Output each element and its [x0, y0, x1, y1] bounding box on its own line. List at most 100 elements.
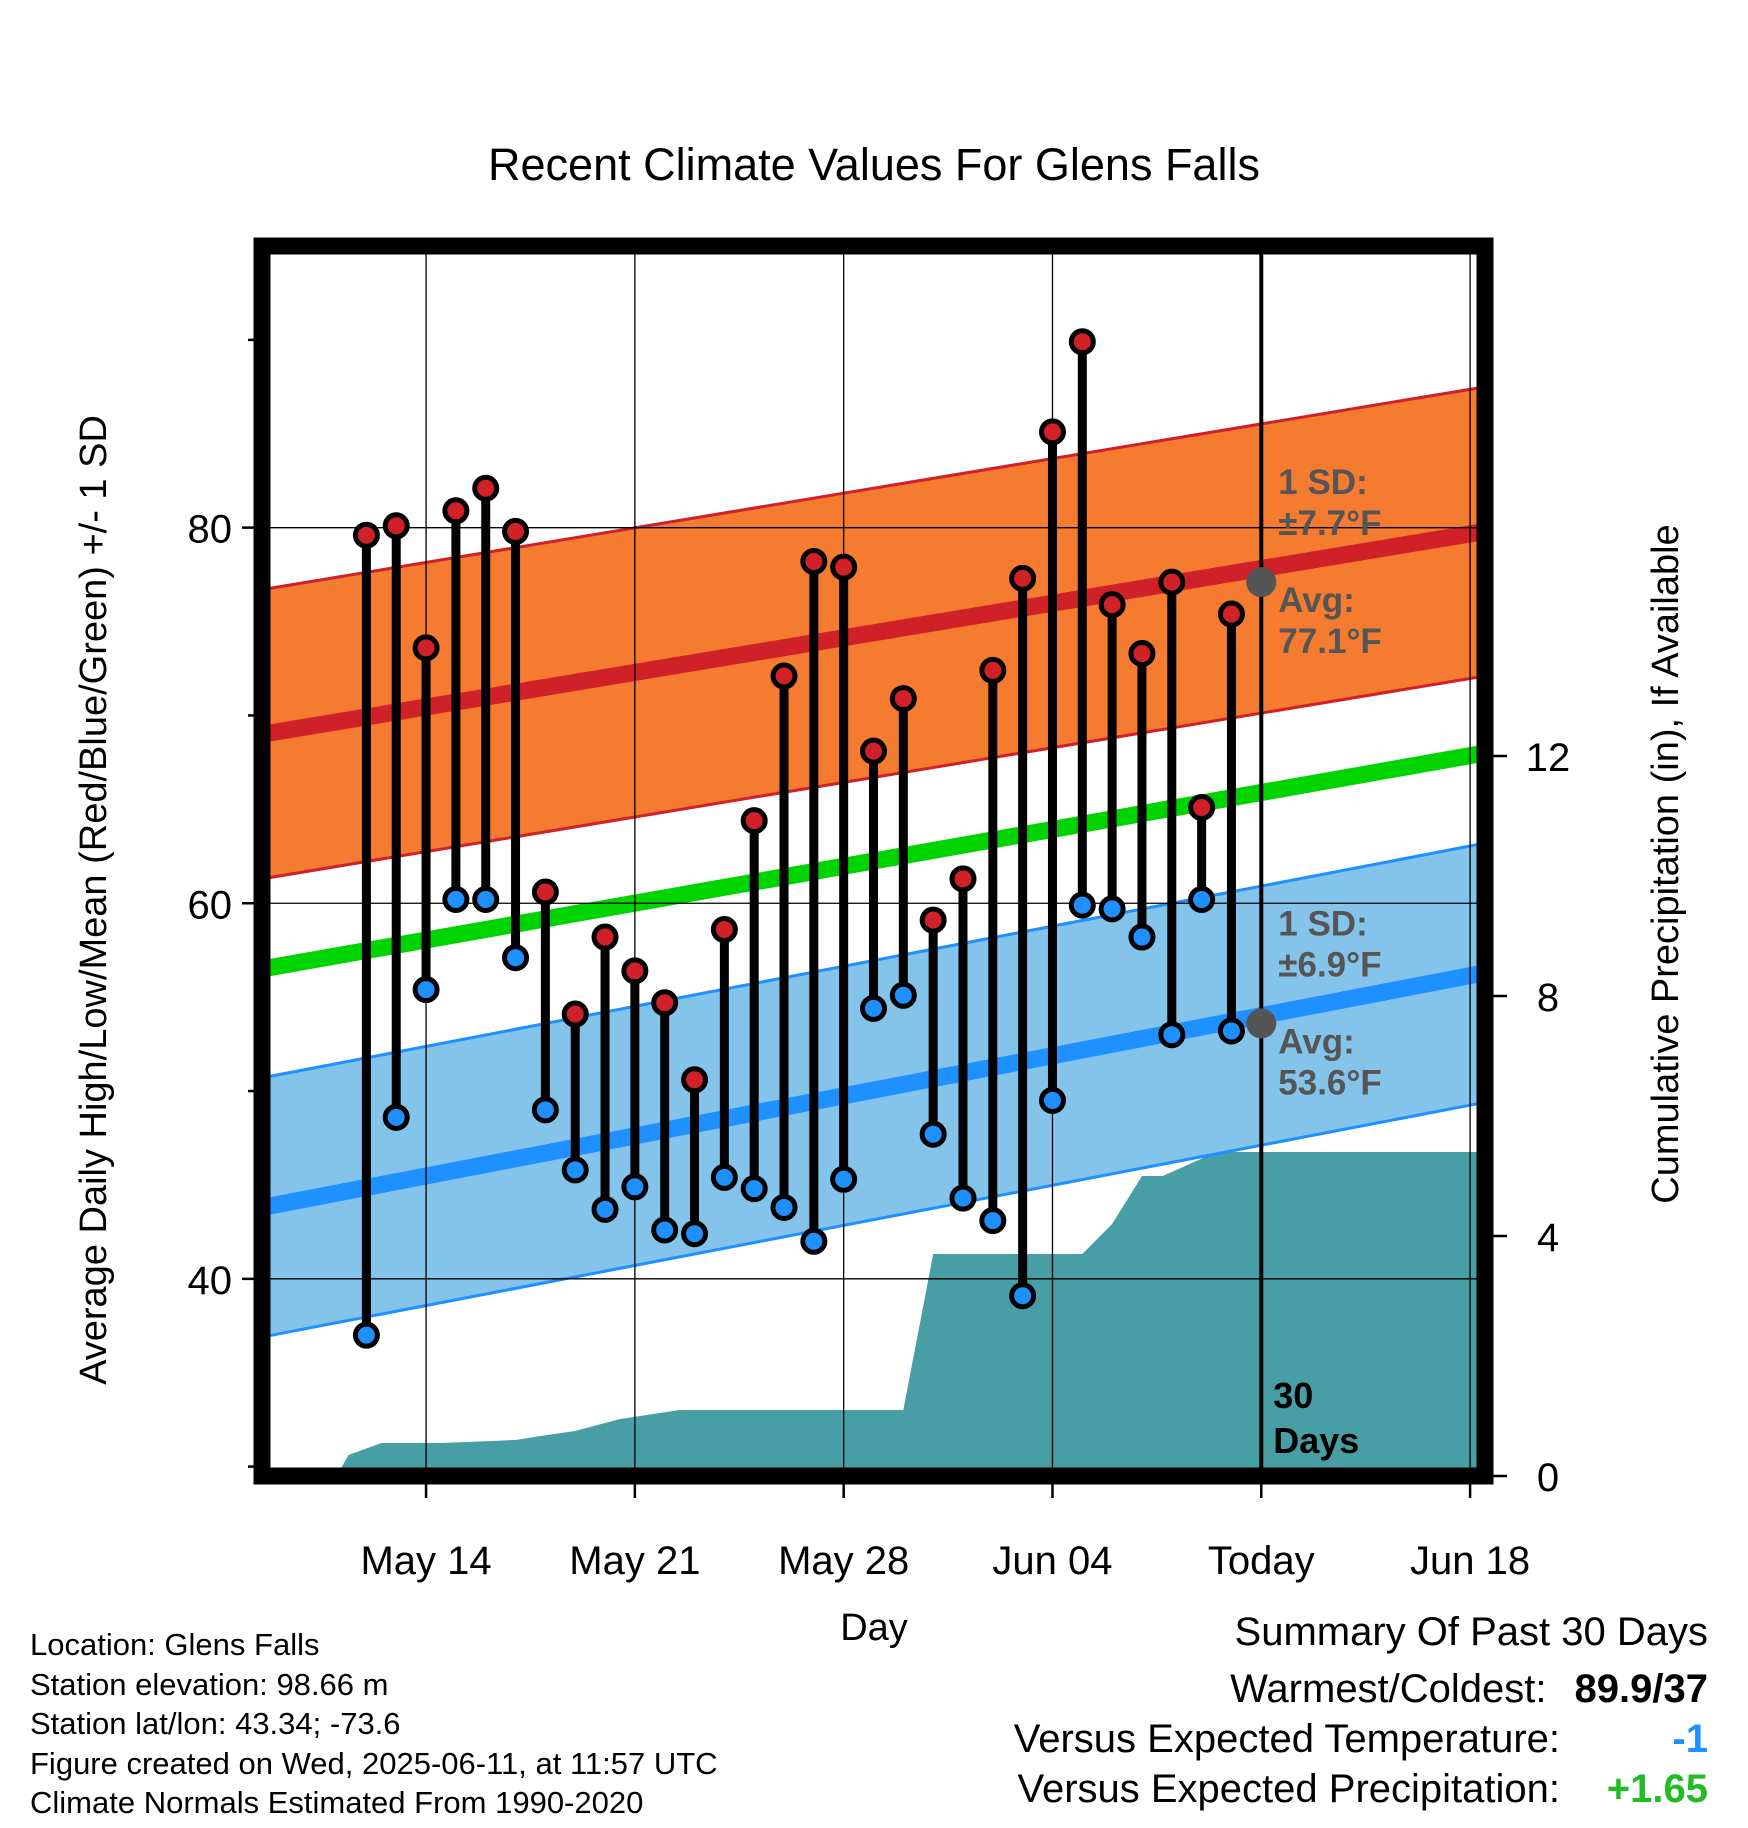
today-high-avg-marker — [1246, 567, 1277, 598]
daily-high-point — [1068, 328, 1096, 356]
plot-border — [253, 237, 1494, 1485]
daily-high-point — [1158, 568, 1186, 596]
daily-high-point — [830, 553, 858, 581]
daily-low-point — [352, 1321, 380, 1349]
daily-high-point — [1188, 793, 1216, 821]
daily-high-point — [591, 923, 619, 951]
daily-low-point — [621, 1173, 649, 1201]
window-label-number: 30 — [1273, 1375, 1313, 1416]
daily-high-point — [651, 989, 679, 1017]
daily-high-point — [442, 497, 470, 525]
x-tick-label: May 14 — [360, 1539, 491, 1583]
daily-high-point — [949, 865, 977, 893]
daily-high-point — [472, 474, 500, 502]
daily-observations — [352, 328, 1245, 1349]
summary-temp-label: Versus Expected Temperature: — [1013, 1717, 1560, 1761]
daily-high-point — [919, 906, 947, 934]
low-avg-value: 53.6°F — [1278, 1063, 1382, 1102]
daily-low-point — [412, 976, 440, 1004]
x-tick-label: May 28 — [778, 1539, 909, 1583]
y-tick-label: 40 — [188, 1259, 233, 1303]
daily-low-point — [1128, 923, 1156, 951]
daily-high-point — [889, 685, 917, 713]
daily-low-point — [1098, 895, 1126, 923]
x-tick-label: Today — [1208, 1539, 1315, 1583]
y2-tick-label: 12 — [1526, 736, 1571, 780]
daily-low-point — [1217, 1017, 1245, 1045]
daily-high-point — [1038, 418, 1066, 446]
daily-low-point — [561, 1156, 589, 1184]
daily-low-point — [472, 885, 500, 913]
daily-low-point — [800, 1227, 828, 1255]
daily-low-point — [382, 1103, 410, 1131]
daily-high-point — [979, 656, 1007, 684]
daily-low-point — [1158, 1021, 1186, 1049]
daily-low-point — [442, 885, 470, 913]
y-tick-label: 60 — [188, 883, 233, 927]
normal-bands — [260, 385, 1487, 1339]
summary-temp-value: -1 — [1672, 1717, 1708, 1761]
low-sd-value: ±6.9°F — [1278, 945, 1381, 984]
daily-high-point — [531, 878, 559, 906]
info-latlon: Station lat/lon: 43.34; -73.6 — [30, 1706, 401, 1741]
y2-tick-label: 4 — [1537, 1216, 1559, 1260]
daily-low-point — [740, 1175, 768, 1203]
daily-low-point — [651, 1216, 679, 1244]
daily-low-point — [710, 1163, 738, 1191]
daily-low-point — [919, 1120, 947, 1148]
today-low-avg-marker — [1246, 1008, 1277, 1039]
y2-tick-label: 8 — [1537, 976, 1559, 1020]
daily-high-point — [710, 916, 738, 944]
daily-low-point — [681, 1220, 709, 1248]
daily-low-point — [531, 1096, 559, 1124]
daily-high-point — [1098, 591, 1126, 619]
summary-warmest-row: Warmest/Coldest: 89.9/37 — [1014, 1667, 1708, 1717]
y-axis-label: Average Daily High/Low/Mean (Red/Blue/Gr… — [73, 415, 115, 1385]
normal-low-line — [260, 964, 1487, 1216]
high-avg-value: 77.1°F — [1278, 622, 1382, 661]
daily-high-point — [412, 634, 440, 662]
daily-high-point — [502, 517, 530, 545]
daily-high-point — [740, 807, 768, 835]
daily-high-point — [800, 547, 828, 575]
y2-tick-label: 0 — [1537, 1456, 1559, 1500]
daily-high-point — [1128, 639, 1156, 667]
chart-title: Recent Climate Values For Glens Falls — [488, 139, 1260, 190]
x-tick-label: Jun 04 — [992, 1539, 1112, 1583]
summary-panel: Summary Of Past 30 Days Warmest/Coldest:… — [1014, 1610, 1708, 1817]
daily-low-point — [1009, 1282, 1037, 1310]
daily-high-point — [561, 1000, 589, 1028]
daily-high-point — [770, 662, 798, 690]
station-info: Location: Glens Falls Station elevation:… — [30, 1625, 718, 1823]
daily-low-point — [949, 1184, 977, 1212]
low-avg-label: Avg: — [1278, 1022, 1354, 1061]
info-created: Figure created on Wed, 2025-06-11, at 11… — [30, 1745, 718, 1781]
x-tick-label: May 21 — [569, 1539, 700, 1583]
low-sd-label: 1 SD: — [1278, 904, 1367, 943]
summary-warmest-label: Warmest/Coldest: — [1230, 1667, 1547, 1711]
info-location: Location: Glens Falls — [30, 1627, 320, 1662]
summary-warmest-value: 89.9/37 — [1574, 1667, 1708, 1711]
plot-frame — [253, 237, 1494, 1485]
high-avg-label: Avg: — [1278, 581, 1354, 620]
daily-high-point — [681, 1066, 709, 1094]
daily-high-point — [1217, 600, 1245, 628]
low-sd-lower-edge — [261, 1100, 1486, 1339]
daily-low-point — [860, 994, 887, 1022]
precipitation-area — [336, 1152, 1485, 1476]
daily-low-point — [1068, 891, 1096, 919]
summary-heading: Summary Of Past 30 Days — [1234, 1610, 1708, 1654]
daily-low-point — [889, 981, 917, 1009]
axes: 40 60 80 0 4 8 12 May 14 May 21 May 28 Jun 04 Today… — [188, 338, 1571, 1583]
summary-precip-label: Versus Expected Precipitation: — [1017, 1767, 1560, 1811]
daily-high-point — [860, 737, 887, 765]
info-normals: Climate Normals Estimated From 1990-2020 — [30, 1785, 644, 1820]
daily-low-point — [830, 1165, 858, 1193]
daily-low-point — [770, 1193, 798, 1221]
window-label-days: Days — [1273, 1420, 1359, 1461]
daily-high-point — [352, 521, 380, 549]
daily-high-point — [382, 512, 410, 540]
x-tick-label: Jun 18 — [1410, 1539, 1530, 1583]
